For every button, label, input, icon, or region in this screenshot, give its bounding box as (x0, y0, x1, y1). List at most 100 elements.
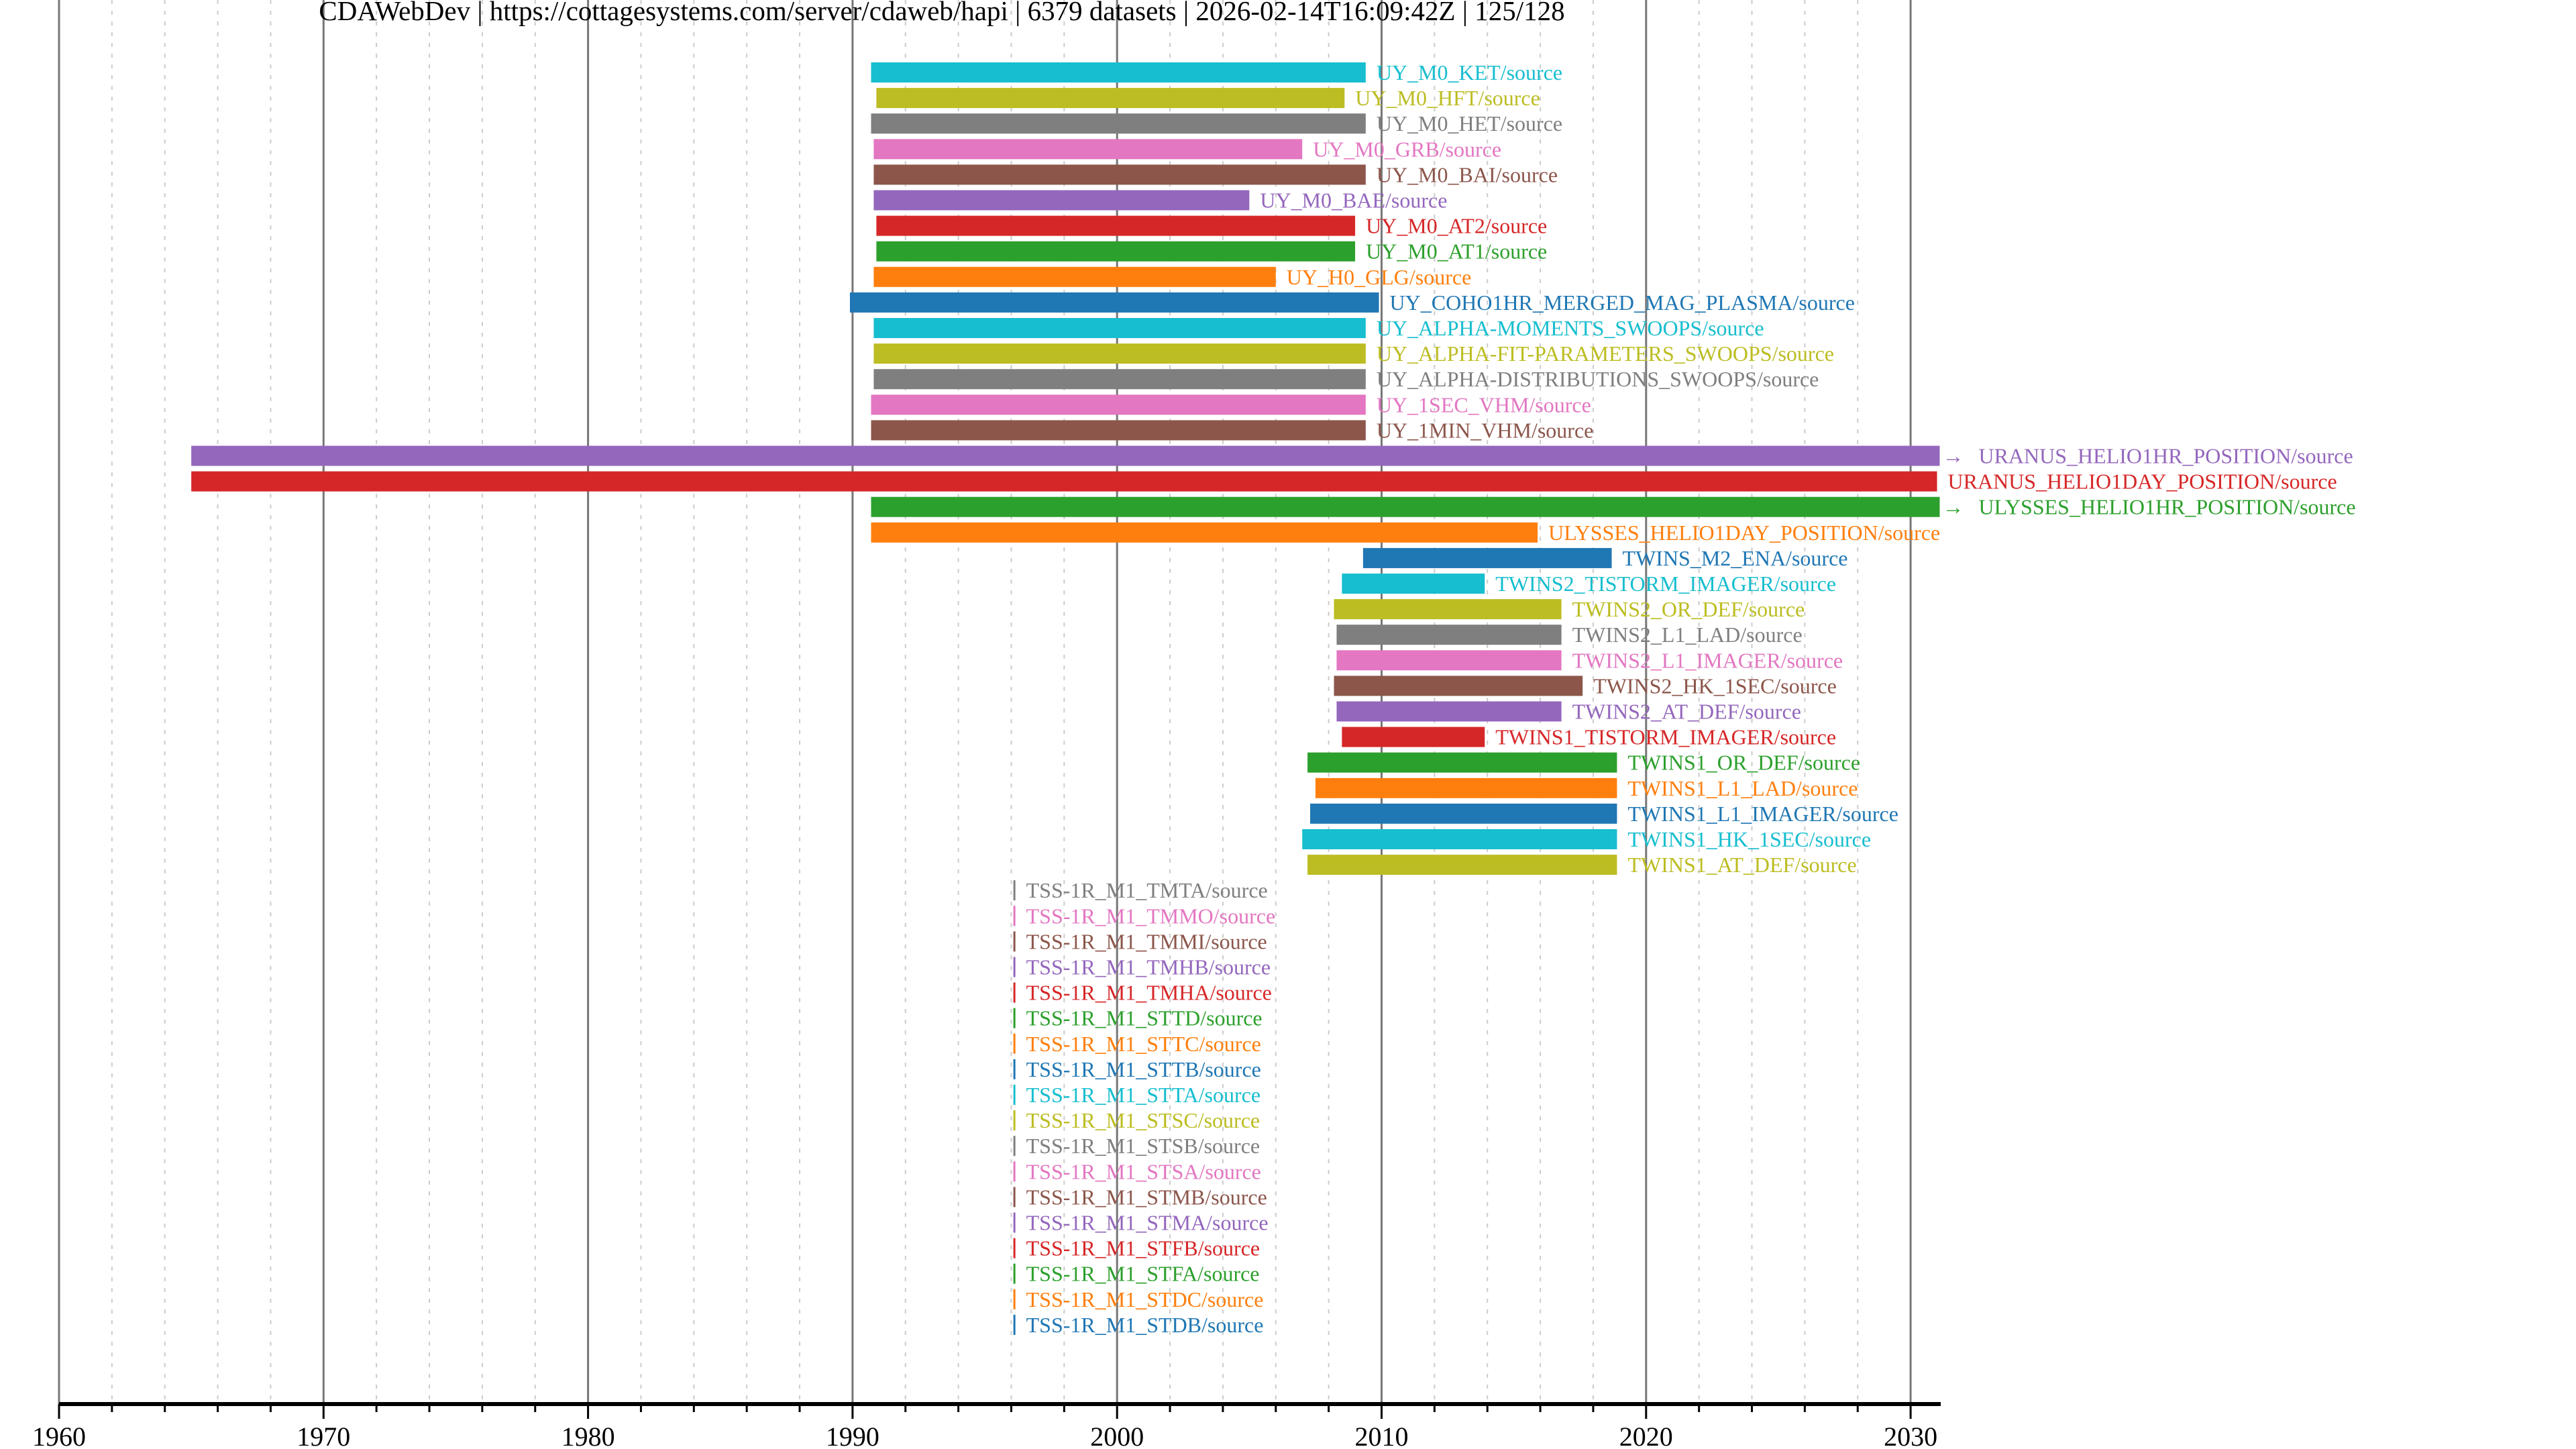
x-tick-label: 1980 (561, 1421, 615, 1449)
bar (1013, 957, 1016, 977)
bar-label: UY_ALPHA-MOMENTS_SWOOPS/source (1377, 316, 1764, 340)
bar-label: TSS-1R_M1_STTC/source (1026, 1032, 1261, 1056)
bar (1336, 625, 1562, 645)
bar (1013, 1212, 1016, 1233)
bar (1013, 931, 1016, 952)
bar (1013, 1136, 1016, 1157)
bar-label: TSS-1R_M1_STDC/source (1026, 1287, 1264, 1311)
bar-label: UY_ALPHA-FIT-PARAMETERS_SWOOPS/source (1377, 341, 1834, 366)
bar (1315, 777, 1617, 798)
bar (873, 266, 1276, 287)
bar-label: TSS-1R_M1_STTA/source (1026, 1083, 1260, 1107)
bar (1013, 906, 1016, 926)
bar (1013, 1314, 1016, 1335)
bar-label: UY_1SEC_VHM/source (1377, 392, 1591, 417)
bar-label: TWINS_M2_ENA/source (1623, 546, 1848, 570)
bar-label: TSS-1R_M1_TMMO/source (1026, 904, 1276, 928)
bar (191, 471, 1937, 492)
bar-label: TWINS2_HK_1SEC/source (1593, 674, 1837, 698)
bar-label: TWINS2_TISTORM_IMAGER/source (1495, 572, 1836, 596)
bar-label: UY_1MIN_VHM/source (1377, 418, 1594, 442)
bar-label: TSS-1R_M1_TMHA/source (1026, 981, 1272, 1005)
x-tick-label: 2030 (1884, 1421, 1937, 1449)
bar-label: TWINS1_L1_IMAGER/source (1627, 802, 1898, 826)
bar (1013, 1059, 1016, 1079)
bar (873, 369, 1366, 390)
bar (1336, 701, 1562, 722)
bar-label: UY_M0_AT1/source (1366, 239, 1547, 264)
bar-label: TSS-1R_M1_STTB/source (1026, 1057, 1261, 1081)
bar-label: ULYSSES_HELIO1DAY_POSITION/source (1548, 521, 1940, 545)
bar-label: UY_M0_AT2/source (1366, 214, 1547, 238)
bar-label: UY_M0_GRB/source (1313, 137, 1501, 161)
bar-label: TSS-1R_M1_TMMI/source (1026, 929, 1267, 953)
bar-label: TSS-1R_M1_STTD/source (1026, 1006, 1263, 1030)
bar (871, 420, 1366, 441)
bar (1310, 803, 1617, 824)
bar (871, 522, 1538, 543)
bar-label: URANUS_HELIO1DAY_POSITION/source (1948, 470, 2337, 494)
bar (876, 215, 1356, 236)
bar (873, 139, 1303, 160)
bars: UY_M0_KET/sourceUY_M0_HFT/sourceUY_M0_HE… (191, 60, 2356, 1337)
arrow-icon: → (1942, 495, 1964, 519)
bar (873, 343, 1366, 364)
bar-label: TWINS1_HK_1SEC/source (1627, 827, 1871, 851)
bar (1334, 599, 1562, 620)
bar (1334, 676, 1583, 696)
bar-label: TSS-1R_M1_STFA/source (1026, 1262, 1260, 1286)
bar-label: URANUS_HELIO1HR_POSITION/source (1978, 444, 2353, 468)
bar (1013, 1187, 1016, 1208)
bar-label: TWINS1_TISTORM_IMAGER/source (1495, 725, 1836, 749)
bar-label: TSS-1R_M1_STDB/source (1026, 1313, 1264, 1337)
bar (876, 241, 1356, 262)
bar-label: UY_M0_KET/source (1377, 60, 1562, 85)
x-tick-label: 1960 (32, 1421, 86, 1449)
bar (1013, 1161, 1016, 1182)
bar-label: TSS-1R_M1_STSA/source (1026, 1159, 1261, 1183)
arrow-icon: → (1942, 444, 1964, 468)
bar (1013, 880, 1016, 901)
chart-title: CDAWebDev | https://cottagesystems.com/s… (319, 0, 1564, 26)
bar (1336, 650, 1562, 671)
bar-label: TWINS2_AT_DEF/source (1572, 700, 1801, 724)
bar-label: TWINS2_L1_IMAGER/source (1572, 648, 1843, 672)
bar (191, 445, 1940, 466)
bar-label: UY_M0_HFT/source (1355, 86, 1540, 110)
bar-label: TWINS1_L1_LAD/source (1627, 776, 1858, 800)
x-axis: 1960 1970 1980 1990 2000 2010 2020 2030 (32, 1402, 1941, 1449)
bar (1302, 829, 1617, 849)
bar (876, 88, 1345, 109)
bar-label: TSS-1R_M1_STMA/source (1026, 1211, 1269, 1235)
bar-label: TWINS2_L1_LAD/source (1572, 623, 1803, 647)
x-tick-label: 1990 (826, 1421, 879, 1449)
bar (1342, 574, 1485, 594)
bar-label: TWINS1_OR_DEF/source (1627, 751, 1860, 775)
bar-label: TSS-1R_M1_TMTA/source (1026, 878, 1268, 902)
bar (1307, 752, 1617, 773)
bar (1013, 1263, 1016, 1284)
bar-label: TSS-1R_M1_STSC/source (1026, 1108, 1260, 1132)
bar (1013, 1008, 1016, 1028)
bar-label: UY_H0_GLG/source (1287, 265, 1472, 289)
bar-label: TSS-1R_M1_TMHB/source (1026, 955, 1271, 979)
bar (1013, 1085, 1016, 1105)
x-tick-label: 1970 (297, 1421, 350, 1449)
bar (1307, 855, 1617, 875)
x-tick-label: 2000 (1090, 1421, 1144, 1449)
bar-label: TWINS2_OR_DEF/source (1572, 597, 1805, 621)
bar (1013, 1110, 1016, 1131)
bar-label: UY_M0_BAI/source (1377, 162, 1558, 186)
bar (1342, 727, 1485, 747)
bar (1013, 982, 1016, 1003)
bar (871, 62, 1366, 83)
bar (1013, 1238, 1016, 1258)
bar (873, 190, 1250, 211)
bar (871, 394, 1366, 415)
bar (873, 318, 1366, 338)
bar (1013, 1289, 1016, 1309)
bar-label: TSS-1R_M1_STSB/source (1026, 1134, 1260, 1158)
bar-label: UY_COHO1HR_MERGED_MAG_PLASMA/source (1390, 290, 1855, 315)
bar-label: ULYSSES_HELIO1HR_POSITION/source (1978, 495, 2355, 519)
